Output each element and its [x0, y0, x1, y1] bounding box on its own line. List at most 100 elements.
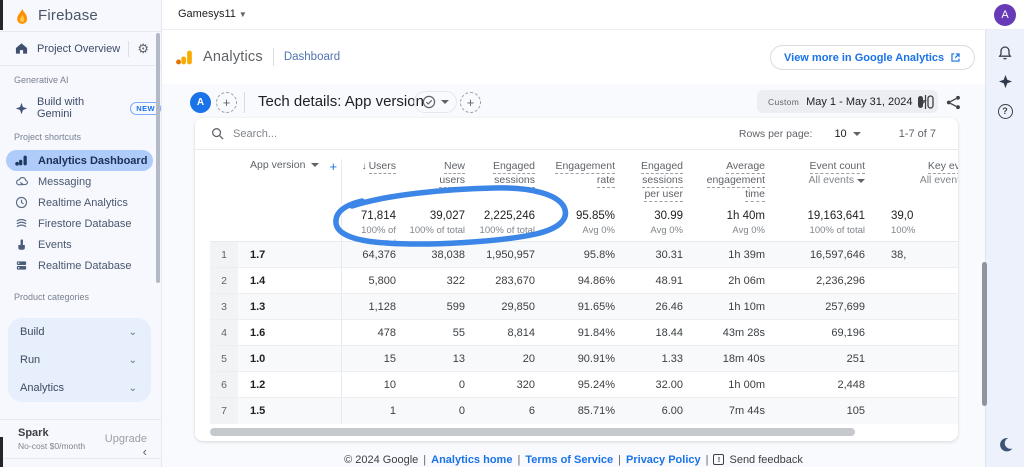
cell: 16,597,646 [769, 249, 869, 261]
sidebar-item-messaging[interactable]: Messaging [0, 171, 153, 192]
category-build[interactable]: Build ⌄ [8, 318, 151, 346]
cell: 38,038 [400, 249, 469, 261]
cell: 257,699 [769, 301, 869, 313]
horizontal-scrollbar[interactable] [210, 428, 855, 436]
dimension-header-label: App version [250, 159, 305, 171]
chevron-down-icon: ⌄ [129, 383, 137, 394]
add-report-button[interactable]: + [460, 92, 481, 113]
cell: 2,448 [769, 379, 869, 391]
table-row[interactable]: 4 1.6 478 55 8,814 91.84% 18.44 43m 28s … [210, 320, 958, 346]
sidebar-item-events[interactable]: Events [0, 234, 153, 255]
clock-icon [15, 196, 28, 209]
sort-arrow-icon: ↓ [362, 161, 367, 172]
footer-send-feedback[interactable]: Send feedback [729, 454, 802, 466]
cell: 91.84% [539, 327, 619, 339]
dark-mode-moon-icon[interactable] [996, 435, 1014, 453]
category-run[interactable]: Run ⌄ [8, 346, 151, 374]
table-row[interactable]: 5 1.0 15 13 20 90.91% 1.33 18m 40s 251 [210, 346, 958, 372]
search-input[interactable]: Search... [233, 128, 739, 140]
firebase-brand[interactable]: Firebase [0, 0, 161, 32]
project-selector[interactable]: Gamesys11▼ [178, 8, 247, 20]
cell: 15 [342, 353, 400, 365]
report-title: Tech details: App version [258, 93, 424, 110]
cell: 0 [400, 379, 469, 391]
total-new-users: 39,027 [400, 208, 465, 224]
cell: 69,196 [769, 327, 869, 339]
total-sub: 100% [891, 224, 958, 237]
add-dimension-icon[interactable]: + [329, 159, 337, 174]
topbar: Gamesys11▼ A [162, 0, 1024, 30]
sidebar-scrollbar[interactable] [156, 33, 160, 283]
plan-detail: No-cost $0/month [18, 441, 85, 451]
gemini-assist-icon[interactable] [996, 72, 1014, 90]
category-analytics[interactable]: Analytics ⌄ [8, 374, 151, 402]
cell: 48.91 [619, 275, 687, 287]
date-range-value: May 1 - May 31, 2024 [806, 96, 912, 108]
total-engagement-rate: 95.85% [539, 208, 615, 224]
gear-icon[interactable]: ⚙ [137, 41, 149, 57]
dimension-header[interactable]: App version + [238, 159, 342, 204]
cell: 5,800 [342, 275, 400, 287]
page-scrollbar[interactable] [982, 262, 987, 406]
firebase-brand-label: Firebase [38, 7, 98, 24]
cell: 599 [400, 301, 469, 313]
account-avatar[interactable]: A [994, 4, 1016, 26]
analytics-bars-icon [15, 154, 28, 167]
view-more-button[interactable]: View more in Google Analytics [770, 45, 975, 70]
window-edge-top [0, 0, 3, 30]
sidebar-item-realtime-analytics[interactable]: Realtime Analytics [0, 192, 153, 213]
sidebar-item-firestore-database[interactable]: Firestore Database [0, 213, 153, 234]
column-header-event-count[interactable]: Event count All events [769, 159, 869, 204]
gemini-sparkle-icon [15, 102, 28, 115]
row-number: 6 [210, 372, 238, 397]
upgrade-button[interactable]: Upgrade [105, 433, 147, 445]
total-engaged-sessions: 2,225,246 [469, 208, 535, 224]
rows-per-page-value[interactable]: 10 [834, 128, 846, 140]
table-row[interactable]: 2 1.4 5,800 322 283,670 94.86% 48.91 2h … [210, 268, 958, 294]
breadcrumb-dashboard[interactable]: Dashboard [284, 51, 340, 63]
cell: 95.24% [539, 379, 619, 391]
total-users: 71,814 [342, 208, 396, 224]
column-header-engaged-sessions-per-user[interactable]: Engaged sessions per user [619, 159, 687, 204]
copyright: © 2024 Google [344, 454, 418, 466]
table-row[interactable]: 6 1.2 10 0 320 95.24% 32.00 1h 00m 2,448 [210, 372, 958, 398]
sidebar-item-realtime-database[interactable]: Realtime Database [0, 255, 153, 276]
date-range-picker[interactable]: Custom May 1 - May 31, 2024 [757, 90, 938, 113]
cell: 43m 28s [687, 327, 769, 339]
help-icon[interactable]: ? [996, 102, 1014, 120]
footer-link-privacy[interactable]: Privacy Policy [626, 454, 701, 466]
feedback-icon: ! [713, 454, 724, 465]
sidebar-item-project-overview[interactable]: Project Overview ⚙ [0, 32, 161, 66]
column-header-users[interactable]: ↓Users [342, 159, 400, 204]
sidebar-item-label: Analytics Dashboard [38, 155, 147, 167]
report-status-control[interactable] [414, 91, 457, 113]
column-header-average-engagement-time[interactable]: Average engagement time [687, 159, 769, 204]
report-table-card: Search... Rows per page: 10 1-7 of 7 App… [195, 118, 958, 441]
sidebar-item-analytics-dashboard[interactable]: Analytics Dashboard [6, 150, 153, 171]
section-label-product-categories: Product categories [0, 292, 161, 302]
table-row[interactable]: 3 1.3 1,128 599 29,850 91.65% 26.46 1h 1… [210, 294, 958, 320]
sidebar-collapse-icon[interactable]: ‹ [143, 444, 147, 459]
column-header-key-events[interactable]: Key ev All event [869, 159, 958, 204]
column-header-engagement-rate[interactable]: Engagement rate [539, 159, 619, 204]
caret-down-icon[interactable] [853, 132, 861, 136]
messaging-cloud-icon [15, 175, 28, 188]
table-row[interactable]: 1 1.7 64,376 38,038 1,950,957 95.8% 30.3… [210, 242, 958, 268]
column-header-new-users[interactable]: New users [400, 159, 469, 204]
footer-link-terms[interactable]: Terms of Service [525, 454, 613, 466]
cell: 1h 10m [687, 301, 769, 313]
footer-link-analytics-home[interactable]: Analytics home [431, 454, 512, 466]
notifications-bell-icon[interactable] [996, 44, 1014, 62]
sidebar-item-build-with-gemini[interactable]: Build with Gemini NEW [0, 98, 161, 118]
report-avatar[interactable]: A [190, 92, 211, 113]
caret-down-icon [857, 179, 865, 183]
add-comparison-button[interactable]: + [216, 92, 237, 113]
table-row[interactable]: 7 1.5 1 0 6 85.71% 6.00 7m 44s 105 [210, 398, 958, 424]
app-version-cell: 1.3 [238, 294, 342, 319]
divider [244, 92, 245, 113]
column-header-engaged-sessions[interactable]: Engaged sessions [469, 159, 539, 204]
row-number: 7 [210, 398, 238, 424]
share-icon[interactable] [942, 91, 964, 113]
comparison-icon[interactable] [914, 91, 936, 113]
category-label: Run [20, 354, 40, 366]
